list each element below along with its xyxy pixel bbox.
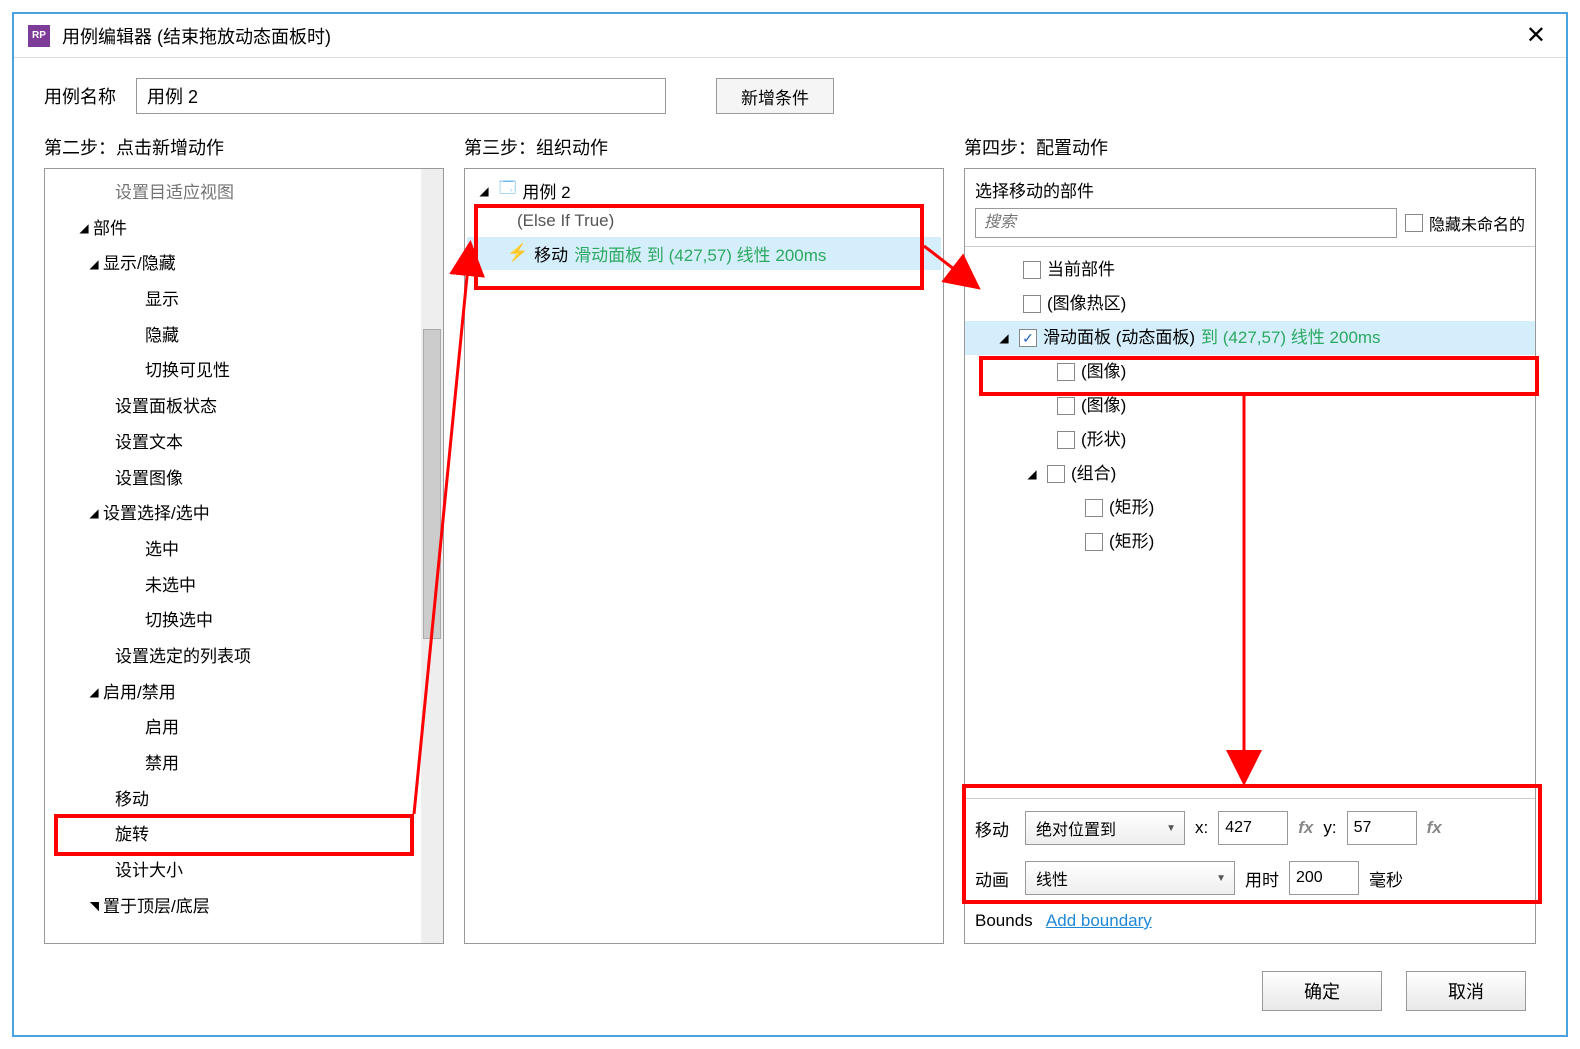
add-boundary-link[interactable]: Add boundary	[1046, 911, 1152, 930]
tree-item-rotate[interactable]: 旋转	[45, 817, 443, 853]
tree-item-toggle-selected[interactable]: 切换选中	[45, 603, 443, 639]
y-label: y:	[1323, 818, 1336, 838]
tree-item-front-back[interactable]: ◢置于顶层/底层	[45, 889, 443, 925]
widget-row-image[interactable]: (图像)	[965, 355, 1535, 389]
checkbox-icon	[1405, 214, 1423, 232]
tree-item-resize[interactable]: 设计大小	[45, 853, 443, 889]
fx-icon[interactable]: fx	[1298, 818, 1313, 838]
checkbox-checked-icon: ✓	[1019, 329, 1037, 347]
tree-item-disable[interactable]: 禁用	[45, 746, 443, 782]
hide-unnamed-label: 隐藏未命名的	[1429, 211, 1525, 235]
anim-type-dropdown[interactable]: 线性	[1025, 861, 1235, 895]
bounds-row: Bounds Add boundary	[975, 911, 1525, 931]
case-name-label: 用例名称	[44, 83, 116, 109]
step3-column: 第三步：组织动作 ◢ 🗔 用例 2 (Else If True) ⚡ 移动 滑动…	[464, 134, 944, 944]
window-title: 用例编辑器 (结束拖放动态面板时)	[62, 23, 331, 49]
move-label: 移动	[975, 816, 1015, 841]
action-tree: 设置目适应视图 ◢部件 ◢显示/隐藏 显示 隐藏 切换可见性 设置面板状态 设置…	[45, 169, 443, 930]
tree-item-set-text[interactable]: 设置文本	[45, 425, 443, 461]
action-link[interactable]: 滑动面板 到 (427,57) 线性 200ms	[574, 241, 826, 266]
fx-icon[interactable]: fx	[1427, 818, 1442, 838]
widget-row-current[interactable]: 当前部件	[965, 253, 1535, 287]
ok-button[interactable]: 确定	[1262, 971, 1382, 1011]
select-widget-label: 选择移动的部件	[975, 177, 1525, 202]
cancel-button[interactable]: 取消	[1406, 971, 1526, 1011]
step4-top: 选择移动的部件 隐藏未命名的	[965, 169, 1535, 247]
bounds-label: Bounds	[975, 911, 1033, 930]
case-label: 用例 2	[522, 178, 570, 203]
app-icon: RP	[28, 25, 50, 47]
duration-input[interactable]	[1289, 861, 1359, 895]
tree-item-widgets[interactable]: ◢部件	[45, 211, 443, 247]
else-if-label: (Else If True)	[467, 206, 941, 237]
tree-item-show[interactable]: 显示	[45, 282, 443, 318]
y-input[interactable]	[1347, 811, 1417, 845]
move-config-row: 移动 绝对位置到 x: fx y: fx	[975, 811, 1525, 845]
step3-panel: ◢ 🗔 用例 2 (Else If True) ⚡ 移动 滑动面板 到 (427…	[464, 168, 944, 944]
step4-config: 移动 绝对位置到 x: fx y: fx 动画 线性 用时 毫	[965, 798, 1535, 943]
tree-item-set-selected[interactable]: ◢设置选择/选中	[45, 496, 443, 532]
step2-title: 第二步：点击新增动作	[44, 134, 444, 160]
scrollbar[interactable]	[421, 169, 443, 943]
anim-config-row: 动画 线性 用时 毫秒	[975, 861, 1525, 895]
action-prefix: 移动	[534, 241, 568, 266]
tree-item-set-image[interactable]: 设置图像	[45, 461, 443, 497]
widget-row-hotspot[interactable]: (图像热区)	[965, 287, 1535, 321]
duration-label: 用时	[1245, 866, 1279, 891]
anim-label: 动画	[975, 866, 1015, 891]
case-row[interactable]: ◢ 🗔 用例 2	[467, 175, 941, 206]
tree-item-selected[interactable]: 选中	[45, 532, 443, 568]
tree-item-hide[interactable]: 隐藏	[45, 318, 443, 354]
ms-label: 毫秒	[1369, 866, 1403, 891]
scroll-thumb[interactable]	[423, 329, 441, 639]
tree-item-enable[interactable]: 启用	[45, 710, 443, 746]
step4-title: 第四步：配置动作	[964, 134, 1536, 160]
search-input[interactable]	[975, 208, 1397, 238]
tree-item-show-hide[interactable]: ◢显示/隐藏	[45, 246, 443, 282]
step4-panel: 选择移动的部件 隐藏未命名的 当前部件 (图像热区) ◢ ✓	[964, 168, 1536, 944]
step2-column: 第二步：点击新增动作 设置目适应视图 ◢部件 ◢显示/隐藏 显示 隐藏 切换可见…	[44, 134, 444, 944]
bolt-icon: ⚡	[507, 243, 528, 263]
widget-row-sliding-panel[interactable]: ◢ ✓ 滑动面板 (动态面板) 到 (427,57) 线性 200ms	[965, 321, 1535, 355]
steps-container: 第二步：点击新增动作 设置目适应视图 ◢部件 ◢显示/隐藏 显示 隐藏 切换可见…	[14, 124, 1566, 944]
titlebar: RP 用例编辑器 (结束拖放动态面板时) ✕	[14, 14, 1566, 58]
widget-row-shape[interactable]: (形状)	[965, 423, 1535, 457]
step4-column: 第四步：配置动作 选择移动的部件 隐藏未命名的 当前部件 (图像热区)	[964, 134, 1536, 944]
widget-row-image[interactable]: (图像)	[965, 389, 1535, 423]
case-icon: 🗔	[499, 177, 516, 204]
tree-item-move[interactable]: 移动	[45, 782, 443, 818]
widget-row-group[interactable]: ◢(组合)	[965, 457, 1535, 491]
case-editor-window: RP 用例编辑器 (结束拖放动态面板时) ✕ 用例名称 新增条件 第二步：点击新…	[12, 12, 1568, 1037]
add-condition-button[interactable]: 新增条件	[716, 78, 834, 114]
tree-item-panel-state[interactable]: 设置面板状态	[45, 389, 443, 425]
step2-panel: 设置目适应视图 ◢部件 ◢显示/隐藏 显示 隐藏 切换可见性 设置面板状态 设置…	[44, 168, 444, 944]
case-name-row: 用例名称 新增条件	[14, 58, 1566, 124]
tree-item-unselected[interactable]: 未选中	[45, 568, 443, 604]
x-label: x:	[1195, 818, 1208, 838]
dialog-buttons: 确定 取消	[1262, 971, 1526, 1011]
hide-unnamed-checkbox[interactable]: 隐藏未命名的	[1405, 211, 1525, 235]
tree-item-toggle-vis[interactable]: 切换可见性	[45, 353, 443, 389]
widget-suffix: 到 (427,57) 线性 200ms	[1201, 321, 1381, 355]
case-name-input[interactable]	[136, 78, 666, 114]
move-action-row[interactable]: ⚡ 移动 滑动面板 到 (427,57) 线性 200ms	[467, 237, 941, 270]
move-type-dropdown[interactable]: 绝对位置到	[1025, 811, 1185, 845]
tree-item-set-list[interactable]: 设置选定的列表项	[45, 639, 443, 675]
widget-row-rect[interactable]: (矩形)	[965, 491, 1535, 525]
step3-title: 第三步：组织动作	[464, 134, 944, 160]
tree-item[interactable]: 设置目适应视图	[45, 175, 443, 211]
widget-row-rect[interactable]: (矩形)	[965, 525, 1535, 559]
close-icon[interactable]: ✕	[1520, 21, 1552, 50]
tree-item-enable-disable[interactable]: ◢启用/禁用	[45, 675, 443, 711]
widget-tree: 当前部件 (图像热区) ◢ ✓ 滑动面板 (动态面板) 到 (427,57) 线…	[965, 247, 1535, 798]
x-input[interactable]	[1218, 811, 1288, 845]
